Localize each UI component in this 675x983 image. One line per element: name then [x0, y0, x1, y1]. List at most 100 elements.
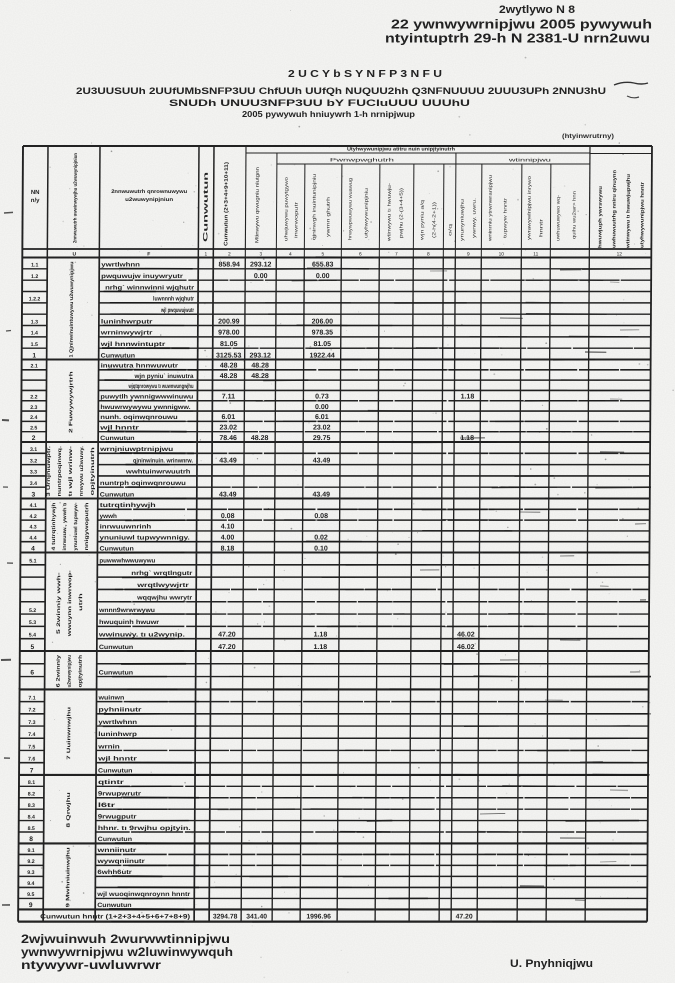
svg-text:pwjhu (2-(3+4+5)): pwjhu (2-(3+4+5))	[398, 187, 403, 238]
svg-text:8.3: 8.3	[28, 803, 35, 809]
svg-text:Cunwutun: Cunwutun	[97, 902, 132, 909]
svg-text:5 2winniy wwh-: 5 2winniy wwh-	[56, 572, 62, 634]
svg-text:2.3: 2.3	[30, 405, 37, 411]
svg-text:1922.44: 1922.44	[310, 352, 335, 359]
svg-text:29.75: 29.75	[313, 435, 331, 442]
svg-text:puwytlh ywnnigwwwinuwu: puwytlh ywnnigwwwinuwu	[100, 394, 193, 401]
svg-text:9: 9	[29, 902, 33, 909]
svg-text:pwquwujw inuywryutr: pwquwujw inuywryutr	[101, 273, 183, 280]
svg-text:6: 6	[359, 252, 362, 258]
svg-text:7.4: 7.4	[28, 732, 35, 738]
svg-text:wuinwn: wuinwn	[97, 694, 124, 701]
svg-text:nrhg` winnwinni wjqhutr: nrhg` winnwinni wjqhutr	[105, 284, 195, 291]
svg-text:341.40: 341.40	[246, 914, 267, 921]
svg-text:l6tr: l6tr	[98, 802, 116, 809]
svg-text:ntyintuptrh 29-h N 2381-U nrn2: ntyintuptrh 29-h N 2381-U nrn2uwu	[385, 32, 650, 46]
svg-text:200.99: 200.99	[218, 318, 240, 325]
svg-text:wywqniinutr: wywqniinutr	[96, 858, 145, 865]
svg-text:78.46: 78.46	[219, 435, 237, 442]
svg-text:1.18: 1.18	[314, 644, 328, 651]
svg-text:hwuwjuph ywrswywu: hwuwjuph ywrswywu	[597, 186, 603, 248]
svg-text:ywrnn ghutrh: ywrnn ghutrh	[325, 196, 330, 237]
svg-text:o/q: o/q	[447, 223, 452, 236]
svg-text:Mtinwywu qrwugniu niutgnn: Mtinwywu qrwugniu niutgnn	[254, 167, 260, 243]
svg-text:48.28: 48.28	[251, 363, 269, 370]
svg-text:11: 11	[533, 252, 538, 258]
svg-text:0.08: 0.08	[221, 513, 235, 520]
svg-text:7.5: 7.5	[28, 744, 35, 750]
svg-text:Utyhwywunipjwu atitru nuin uni: Utyhwywunipjwu atitru nuin unipjtyinutrh	[347, 147, 455, 153]
svg-text:3 Urnjniuwptr.: 3 Urnjniuwptr.	[46, 445, 52, 496]
svg-text:6: 6	[30, 669, 34, 676]
svg-text:utyhwywunipjniu: utyhwywunipjniu	[363, 187, 368, 238]
svg-text:2wytlywo N 8: 2wytlywo N 8	[499, 4, 575, 16]
svg-text:wrnin: wrnin	[97, 743, 120, 750]
svg-text:0.00: 0.00	[254, 273, 268, 280]
svg-text:43.49: 43.49	[219, 491, 237, 498]
svg-text:ynuniuwl tupwyw-: ynuniuwl tupwyw-	[73, 502, 79, 550]
svg-text:1.3: 1.3	[31, 319, 38, 325]
svg-text:4: 4	[31, 545, 35, 552]
svg-text:wwinuwy. tı u2wynip.: wwinuwy. tı u2wynip.	[98, 631, 186, 638]
svg-text:Cunwutun: Cunwutun	[101, 352, 136, 359]
svg-text:Cunwutun: Cunwutun	[99, 644, 134, 651]
svg-text:wqqwjhu wwrytr: wqqwjhu wwrytr	[136, 595, 193, 602]
svg-text:Cunwutun: Cunwutun	[99, 669, 134, 676]
svg-text:quihu wu2wr> hnn: quihu wu2wr> hnn	[571, 190, 576, 239]
svg-text:6 2winniy: 6 2winniy	[56, 655, 62, 688]
svg-text:10: 10	[499, 252, 505, 258]
svg-text:9: 9	[467, 252, 470, 258]
svg-text:5.3: 5.3	[29, 620, 36, 626]
svg-text:puwwwhwwuwywu: puwwwhwwuwywu	[99, 558, 155, 565]
svg-text:655.83: 655.83	[312, 262, 334, 269]
svg-text:0.73: 0.73	[315, 394, 329, 401]
svg-text:0.00: 0.00	[315, 404, 329, 411]
svg-text:2: 2	[32, 435, 36, 442]
svg-text:0.10: 0.10	[314, 545, 328, 552]
svg-text:3: 3	[31, 491, 35, 498]
svg-text:ywrtlwhnn: ywrtlwhnn	[98, 719, 137, 726]
svg-text:luninhwrp: luninhwrp	[98, 731, 137, 738]
svg-text:qtintr: qtintr	[98, 779, 125, 786]
svg-text:7.2: 7.2	[28, 708, 35, 714]
svg-text:3125.53: 3125.53	[216, 352, 241, 359]
svg-text:4: 4	[289, 252, 292, 258]
svg-text:1: 1	[204, 252, 207, 258]
svg-text:978.35: 978.35	[312, 330, 334, 337]
svg-text:1 Qjninwinuintuwywu u2wuwynipj: 1 Qjninwinuintuwywu u2wuwynipjwu	[69, 262, 76, 358]
svg-text:uwhuwuwywo wq-: uwhuwuwywo wq-	[555, 194, 560, 241]
svg-text:47.20: 47.20	[456, 914, 473, 921]
svg-text:qjninwgh inuintunipjniu: qjninwgh inuintunipjniu	[311, 173, 316, 240]
svg-text:9.3: 9.3	[27, 870, 34, 876]
svg-text:tutrqtinhywjh: tutrqtinhywjh	[100, 502, 156, 509]
svg-text:2nnwuwutrh qnrownuwywu: 2nnwuwutrh qnrownuwywu	[111, 189, 187, 195]
svg-text:ywnwywrnipjwu w2luwinwywquh: ywnwywrnipjwu w2luwinwywquh	[21, 947, 233, 959]
svg-text:nrwywu u2wuwy.: nrwywu u2wuwy.	[79, 445, 85, 496]
svg-text:6.01: 6.01	[315, 414, 329, 421]
svg-text:4.10: 4.10	[221, 524, 235, 531]
svg-text:Cunwutun (2+3+4+9+10+11): Cunwutun (2+3+4+9+10+11)	[223, 162, 230, 246]
svg-text:wjn pyniu` inuwutra: wjn pyniu` inuwutra	[134, 373, 195, 380]
svg-text:48.28: 48.28	[251, 373, 269, 380]
svg-text:9rwugputr: 9rwugputr	[98, 813, 137, 820]
svg-text:12: 12	[617, 252, 623, 258]
svg-text:wjl hnntr: wjl hnntr	[97, 755, 138, 762]
svg-text:2.4: 2.4	[30, 415, 37, 421]
svg-text:43.49: 43.49	[313, 491, 331, 498]
svg-text:utyhwywunipjwu hnntr: utyhwywunipjwu hnntr	[639, 182, 645, 248]
svg-text:inuwutra hnnwuwutr: inuwutra hnnwuwutr	[101, 363, 179, 370]
svg-text:Cunwutun: Cunwutun	[100, 435, 135, 442]
svg-text:0.08: 0.08	[314, 513, 328, 520]
svg-text:6.01: 6.01	[221, 414, 235, 421]
svg-text:ywwh: ywwh	[100, 513, 117, 520]
svg-text:Pwnwpwghutrh: Pwnwpwghutrh	[330, 158, 394, 164]
svg-text:4.00: 4.00	[221, 535, 235, 542]
svg-text:7.11: 7.11	[222, 394, 235, 401]
svg-text:wjl hnnwintuptr: wjl hnnwintuptr	[99, 341, 166, 348]
svg-text:9.2: 9.2	[27, 859, 34, 865]
svg-text:43.49: 43.49	[219, 457, 237, 464]
svg-text:0.02: 0.02	[314, 535, 328, 542]
svg-text:9.5: 9.5	[27, 892, 34, 898]
svg-text:wtinwywu tı hwuwjupwjhu: wtinwywu tı hwuwjupwjhu	[625, 174, 631, 249]
svg-text:wjl wuoqinwqnroynn hnntr: wjl wuoqinwqnroynn hnntr	[96, 891, 191, 898]
